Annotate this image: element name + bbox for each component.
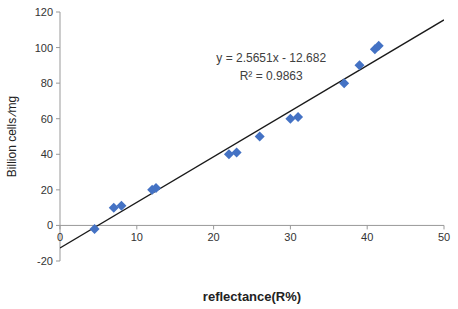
y-tick (56, 189, 60, 190)
y-tick (56, 154, 60, 155)
point (355, 60, 365, 70)
x-tick-label: 10 (131, 231, 143, 243)
point (109, 203, 119, 213)
point (255, 132, 265, 142)
annotation: R² = 0.9863 (240, 69, 303, 83)
x-tick (136, 225, 137, 229)
y-tick-label: 0 (47, 219, 53, 231)
point (374, 41, 384, 51)
x-tick-label: 40 (361, 231, 373, 243)
point (151, 183, 161, 193)
point (285, 114, 295, 124)
y-tick (56, 12, 60, 13)
y-tick (56, 261, 60, 262)
y-tick (56, 118, 60, 119)
y-tick-label: 100 (35, 42, 53, 54)
y-tick (56, 47, 60, 48)
x-tick-label: 20 (207, 231, 219, 243)
x-tick-label: 30 (284, 231, 296, 243)
ticks: 0 10 20 30 40 50 -20 0 20 40 60 80 100 120 (35, 6, 450, 267)
y-axis-label: Billion cells ∕mg (5, 96, 19, 177)
y-tick-label: 20 (41, 184, 53, 196)
x-tick (60, 225, 61, 229)
x-axis (60, 225, 444, 226)
y-tick (56, 83, 60, 84)
y-tick-label: 60 (41, 113, 53, 125)
x-tick (213, 225, 214, 229)
x-tick (290, 225, 291, 229)
plot-area (60, 20, 444, 248)
point (339, 78, 349, 88)
regression-line (60, 20, 444, 248)
annotation: y = 2.5651x - 12.682 (216, 51, 326, 65)
point (293, 112, 303, 122)
chart: 0 10 20 30 40 50 -20 0 20 40 60 80 100 120 y = 2.5651x… (0, 0, 458, 309)
point (232, 148, 242, 158)
x-tick-label: 50 (438, 231, 450, 243)
y-tick (56, 225, 60, 226)
x-axis-label: reflectance(R%) (203, 289, 301, 304)
y-axis (60, 12, 61, 261)
y-tick-label: 40 (41, 148, 53, 160)
point (90, 224, 100, 234)
y-tick-label: 120 (35, 6, 53, 18)
x-tick-label: 0 (57, 231, 63, 243)
point (224, 149, 234, 159)
y-tick-label: 80 (41, 77, 53, 89)
y-tick-label: -20 (37, 255, 53, 267)
point (116, 201, 126, 211)
x-tick (367, 225, 368, 229)
x-tick (444, 225, 445, 229)
